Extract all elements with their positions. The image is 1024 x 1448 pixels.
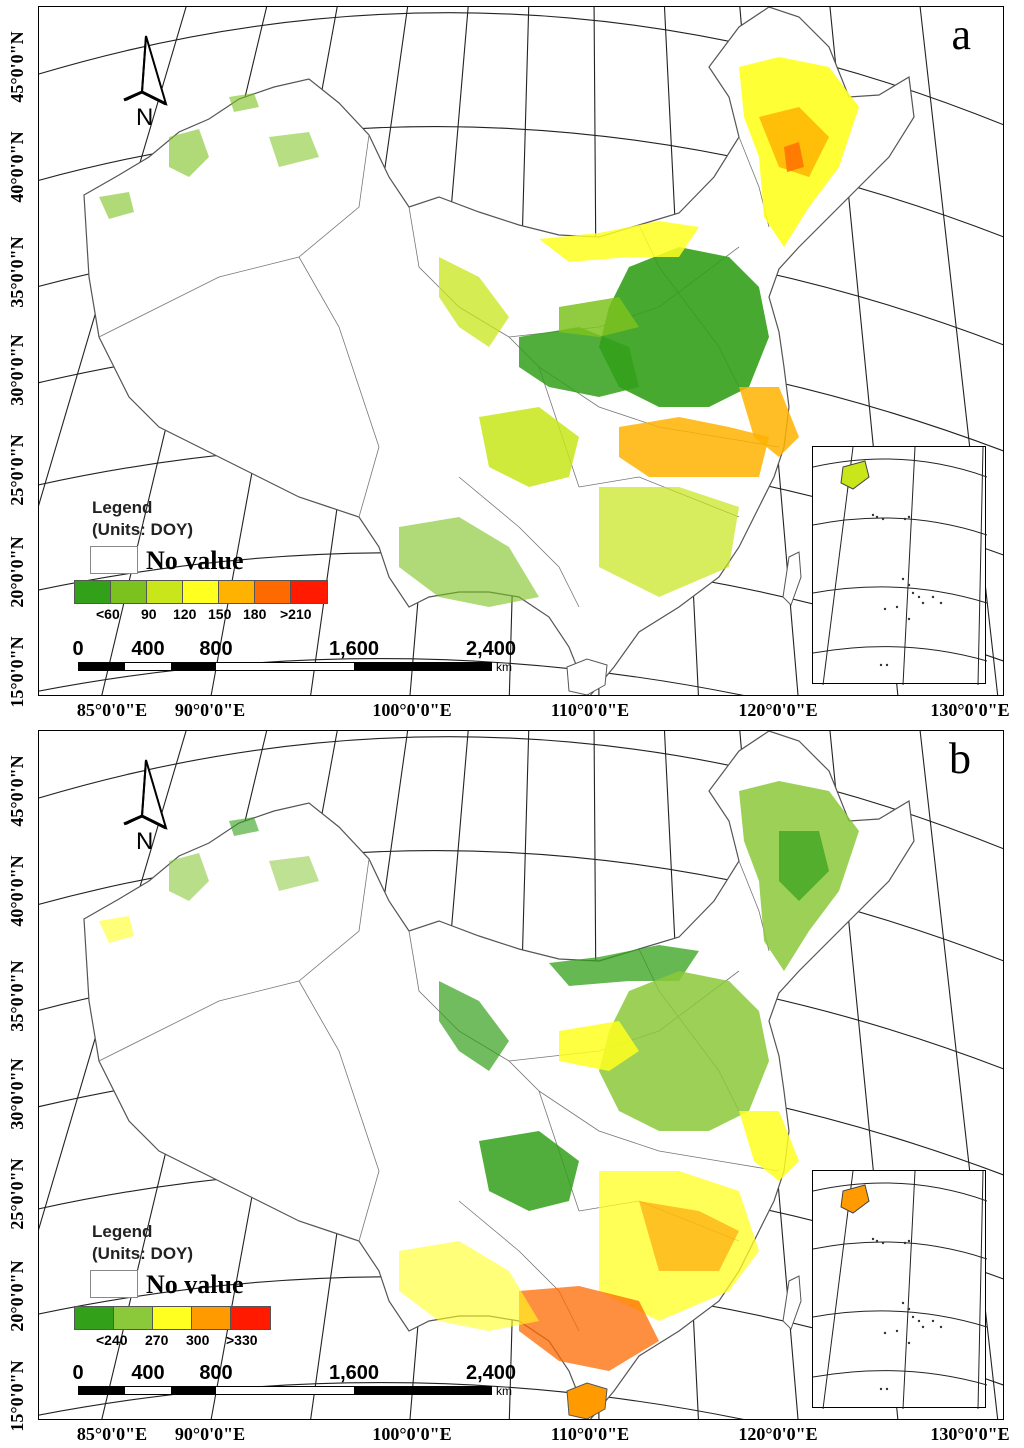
no-value-swatch xyxy=(90,1270,138,1298)
legend-tick-label: 300 xyxy=(186,1332,210,1348)
legend-tick-label: 270 xyxy=(145,1332,169,1348)
legend-swatch xyxy=(153,1307,192,1329)
no-value-label: No value xyxy=(146,1270,244,1299)
lon-label: 90°0'0"E xyxy=(174,1424,246,1444)
scale-unit: km xyxy=(496,660,512,674)
legend-tick-label: <60 xyxy=(96,606,120,622)
scale-label: 2,400 xyxy=(465,1362,517,1384)
lat-label: 45°0'0"N xyxy=(6,31,27,103)
north-label: N xyxy=(136,104,154,131)
legend-tick-label: 90 xyxy=(141,606,157,622)
no-value-label: No value xyxy=(146,546,244,575)
lat-label: 20°0'0"N xyxy=(6,536,27,608)
panel-letter: a xyxy=(951,10,971,59)
legend-title: Legend (Units: DOY) xyxy=(92,498,194,539)
legend-swatch xyxy=(111,581,147,603)
legend-tick-label: 180 xyxy=(243,606,267,622)
map-canvas xyxy=(39,7,1003,695)
legend-color-ramp xyxy=(74,580,328,604)
lat-label: 35°0'0"N xyxy=(6,960,27,1032)
lon-label: 100°0'0"E xyxy=(372,700,452,720)
scale-label: 0 xyxy=(72,1362,84,1384)
no-value-swatch xyxy=(90,546,138,574)
hainan-island xyxy=(566,1382,608,1419)
lat-label: 30°0'0"N xyxy=(6,334,27,406)
legend-tick-label: 120 xyxy=(173,606,197,622)
taiwan-island xyxy=(782,1275,802,1330)
south-china-sea-inset xyxy=(812,1170,988,1410)
legend-swatch xyxy=(183,581,219,603)
map-panel-b: b 45°0'0"N 40°0'0"N 35°0'0"N 30°0'0"N 25… xyxy=(0,724,1024,1448)
scale-unit: km xyxy=(496,1384,512,1398)
lat-label: 20°0'0"N xyxy=(6,1260,27,1332)
legend-swatch xyxy=(291,581,327,603)
lon-label: 85°0'0"E xyxy=(76,1424,148,1444)
legend-swatch xyxy=(219,581,255,603)
legend-swatch xyxy=(231,1307,270,1329)
scale-label: 400 xyxy=(131,638,165,660)
scale-label: 800 xyxy=(199,1362,233,1384)
map-canvas xyxy=(39,731,1003,1419)
scale-label: 1,600 xyxy=(328,1362,380,1384)
scale-label: 400 xyxy=(131,1362,165,1384)
legend-swatch xyxy=(192,1307,231,1329)
hainan-island xyxy=(566,658,608,695)
inset-map xyxy=(812,446,988,686)
lat-label: 35°0'0"N xyxy=(6,236,27,308)
lat-label: 15°0'0"N xyxy=(6,636,27,708)
inset-map xyxy=(812,1170,988,1410)
longitude-labels: 85°0'0"E 90°0'0"E 100°0'0"E 110°0'0"E 12… xyxy=(0,700,1024,724)
longitude-labels: 85°0'0"E 90°0'0"E 100°0'0"E 110°0'0"E 12… xyxy=(0,1424,1024,1448)
lon-label: 100°0'0"E xyxy=(372,1424,452,1444)
north-label: N xyxy=(136,828,154,855)
north-arrow-icon xyxy=(123,759,168,830)
lon-label: 120°0'0"E xyxy=(738,700,818,720)
south-china-sea-inset xyxy=(812,446,988,686)
scale-label: 2,400 xyxy=(465,638,517,660)
legend-swatch xyxy=(147,581,183,603)
scale-label: 800 xyxy=(199,638,233,660)
panel-letter: b xyxy=(949,734,971,783)
lon-label: 110°0'0"E xyxy=(550,1424,630,1444)
lat-label: 15°0'0"N xyxy=(6,1360,27,1432)
lat-label: 40°0'0"N xyxy=(6,855,27,927)
legend-tick-label: <240 xyxy=(96,1332,128,1348)
lat-label: 45°0'0"N xyxy=(6,755,27,827)
lon-label: 130°0'0"E xyxy=(930,700,1010,720)
legend-tick-label: >210 xyxy=(280,606,312,622)
legend-swatch xyxy=(75,581,111,603)
legend-color-ramp xyxy=(74,1306,271,1330)
lon-label: 130°0'0"E xyxy=(930,1424,1010,1444)
map-panel-a: a 45°0'0"N 40°0'0"N 35°0'0"N 30°0'0"N 25… xyxy=(0,6,1024,724)
lat-label: 30°0'0"N xyxy=(6,1058,27,1130)
legend-swatch xyxy=(75,1307,114,1329)
lon-label: 110°0'0"E xyxy=(550,700,630,720)
legend-swatch xyxy=(255,581,291,603)
lon-label: 90°0'0"E xyxy=(174,700,246,720)
north-arrow-icon xyxy=(123,35,168,106)
lon-label: 85°0'0"E xyxy=(76,700,148,720)
lat-label: 25°0'0"N xyxy=(6,1158,27,1230)
legend-tick-label: 150 xyxy=(208,606,232,622)
scale-bar xyxy=(78,1386,492,1395)
legend-tick-label: >330 xyxy=(226,1332,258,1348)
legend-title: Legend (Units: DOY) xyxy=(92,1222,194,1263)
doy-raster xyxy=(99,781,859,1371)
lon-label: 120°0'0"E xyxy=(738,1424,818,1444)
scale-label: 0 xyxy=(72,638,84,660)
lat-label: 25°0'0"N xyxy=(6,434,27,506)
doy-raster xyxy=(99,57,859,607)
legend-swatch xyxy=(114,1307,153,1329)
scale-label: 1,600 xyxy=(328,638,380,660)
scale-bar xyxy=(78,662,492,671)
lat-label: 40°0'0"N xyxy=(6,131,27,203)
taiwan-island xyxy=(782,551,802,606)
